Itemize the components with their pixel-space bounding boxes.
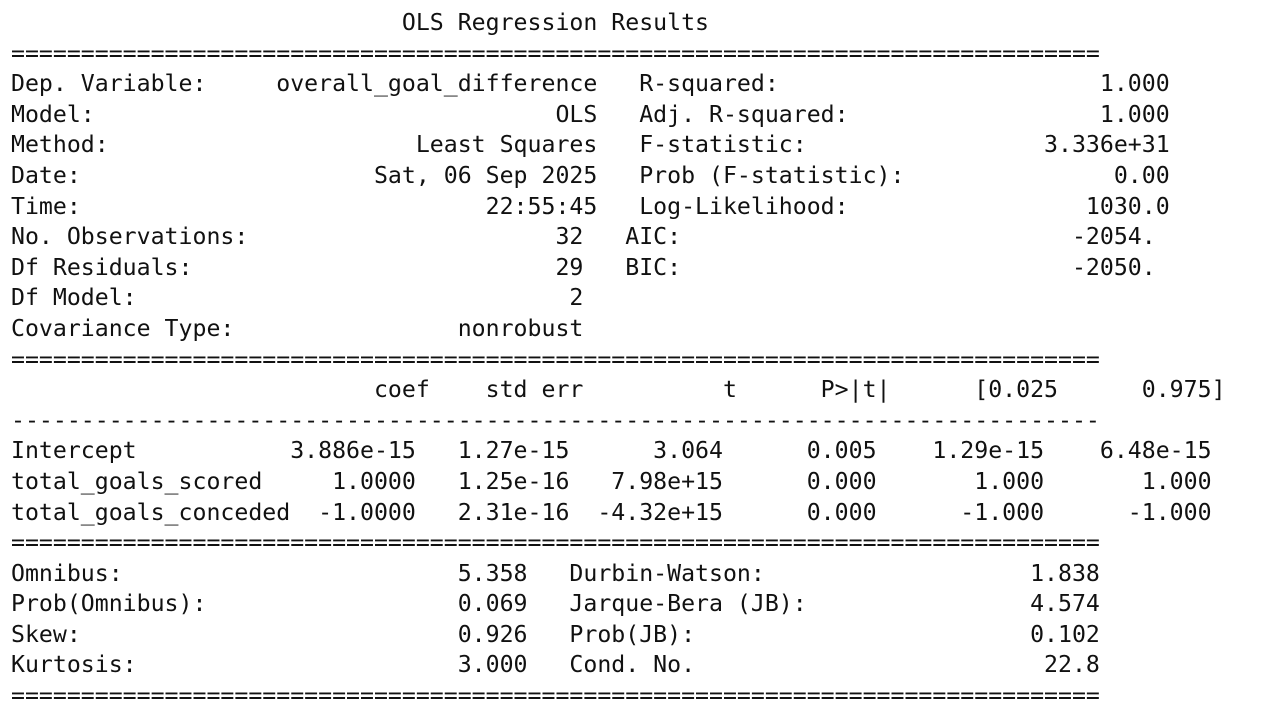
date-row: Date: Sat, 06 Sep 2025 Prob (F-statistic… [11, 161, 1170, 189]
omnibus-row: Omnibus: 5.358 Durbin-Watson: 1.838 [11, 559, 1100, 587]
ols-regression-summary: OLS Regression Results =================… [11, 8, 1226, 712]
prob-omnibus-row: Prob(Omnibus): 0.069 Jarque-Bera (JB): 4… [11, 590, 1100, 618]
observations-row: No. Observations: 32 AIC: -2054. [11, 223, 1156, 251]
dep-variable-row: Dep. Variable: overall_goal_difference R… [11, 70, 1170, 98]
coefficient-header-row: coef std err t P>|t| [0.025 0.975] [11, 376, 1226, 404]
total-goals-scored-row: total_goals_scored 1.0000 1.25e-16 7.98e… [11, 467, 1212, 495]
method-row: Method: Least Squares F-statistic: 3.336… [11, 131, 1170, 159]
time-row: Time: 22:55:45 Log-Likelihood: 1030.0 [11, 192, 1170, 220]
df-residuals-row: Df Residuals: 29 BIC: -2050. [11, 253, 1156, 281]
total-goals-conceded-row: total_goals_conceded -1.0000 2.31e-16 -4… [11, 498, 1212, 526]
model-row: Model: OLS Adj. R-squared: 1.000 [11, 100, 1170, 128]
intercept-row: Intercept 3.886e-15 1.27e-15 3.064 0.005… [11, 437, 1212, 465]
diagnostics-double-rule: ========================================… [11, 529, 1100, 557]
bottom-double-rule: ========================================… [11, 682, 1100, 710]
coefficients-double-rule: ========================================… [11, 345, 1100, 373]
top-double-rule: ========================================… [11, 39, 1100, 67]
df-model-row: Df Model: 2 [11, 284, 1156, 312]
kurtosis-row: Kurtosis: 3.000 Cond. No. 22.8 [11, 651, 1100, 679]
covariance-type-row: Covariance Type: nonrobust [11, 314, 1156, 342]
skew-row: Skew: 0.926 Prob(JB): 0.102 [11, 620, 1100, 648]
summary-title-line: OLS Regression Results [11, 9, 1100, 36]
coefficient-header-rule: ----------------------------------------… [11, 406, 1100, 434]
